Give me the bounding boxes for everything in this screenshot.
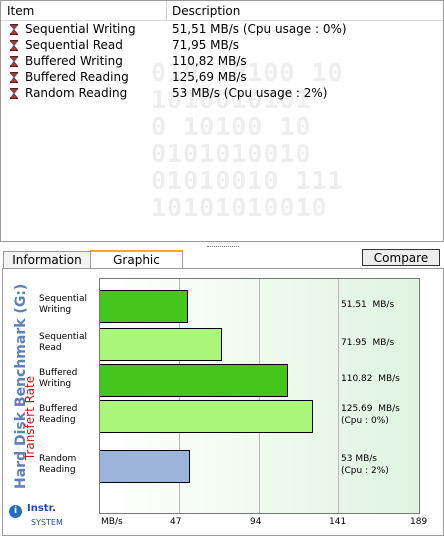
list-item[interactable]: Random Reading 53 MB/s (Cpu usage : 2%) [1, 85, 443, 101]
graphic-panel: Hard Disk Benchmark (G:) Transfert Rate … [2, 268, 444, 536]
item-name: Sequential Writing [25, 22, 136, 36]
splitter-grip[interactable] [207, 246, 239, 248]
x-tick-label: 47 [170, 517, 182, 527]
x-tick-label: 94 [250, 517, 262, 527]
gridline [419, 279, 420, 513]
category-label: Sequential Read [39, 332, 99, 354]
category-label: Sequential Writing [39, 294, 99, 316]
results-list: 010 10100 10 1010010101 0 10100 10 01010… [0, 0, 444, 242]
value-label: 71.95 MB/s [341, 337, 395, 348]
category-label-line: Sequential [39, 331, 87, 342]
category-label-line: Writing [39, 304, 72, 315]
category-label-line: Buffered [39, 367, 78, 378]
column-header-item[interactable]: Item [7, 4, 35, 18]
x-axis-unit-label: MB/s [101, 517, 123, 527]
tab-graphic[interactable]: Graphic [90, 250, 183, 271]
hourglass-icon [10, 24, 18, 35]
logo-instr-text: Instr. [27, 503, 56, 514]
category-label-line: Random [39, 453, 77, 464]
column-separator[interactable] [166, 1, 167, 20]
category-label-line: Buffered [39, 403, 78, 414]
chart-bar [100, 364, 288, 397]
x-tick-label: 189 [410, 517, 428, 527]
item-name: Sequential Read [25, 38, 123, 52]
chart-bar [100, 290, 188, 323]
category-label-line: Reading [39, 464, 76, 475]
instr-system-logo: i Instr. SYSTEM [9, 503, 63, 527]
item-description: 110,82 MB/s [172, 54, 247, 68]
hourglass-icon [10, 88, 18, 99]
chart-subtitle: Transfert Rate [23, 375, 37, 461]
item-description: 71,95 MB/s [172, 38, 240, 52]
background-watermark: 010 10100 10 1010010101 0 10100 10 01010… [151, 58, 344, 222]
category-label-line: Reading [39, 414, 76, 425]
value-label: 125.69 MB/s (Cpu : 0%) [341, 403, 400, 426]
hourglass-icon [10, 56, 18, 67]
value-label: 53 MB/s (Cpu : 2%) [341, 453, 389, 476]
logo-system-text: SYSTEM [31, 518, 63, 527]
chart-bar [100, 328, 222, 361]
item-description: 51,51 MB/s (Cpu usage : 0%) [172, 22, 347, 36]
category-label-line: Writing [39, 378, 72, 389]
hourglass-icon [10, 40, 18, 51]
chart-plot-area [99, 278, 420, 514]
chart-bar [100, 400, 313, 433]
category-label-line: Read [39, 342, 62, 353]
x-tick-label: 141 [329, 517, 347, 527]
info-icon: i [9, 505, 22, 518]
list-item[interactable]: Buffered Reading 125,69 MB/s [1, 69, 443, 85]
item-description: 53 MB/s (Cpu usage : 2%) [172, 86, 328, 100]
list-item[interactable]: Buffered Writing 110,82 MB/s [1, 53, 443, 69]
chart-bar [100, 450, 190, 483]
gridline [338, 279, 339, 513]
list-item[interactable]: Sequential Writing 51,51 MB/s (Cpu usage … [1, 21, 443, 37]
list-item[interactable]: Sequential Read 71,95 MB/s [1, 37, 443, 53]
list-header: Item Description [1, 1, 443, 21]
item-name: Random Reading [25, 86, 128, 100]
category-label-line: Sequential [39, 293, 87, 304]
compare-with-button[interactable]: Compare with.. [362, 249, 440, 281]
item-description: 125,69 MB/s [172, 70, 247, 84]
category-label: Buffered Reading [39, 404, 99, 426]
tab-information[interactable]: Information [3, 251, 91, 269]
column-header-description[interactable]: Description [172, 4, 241, 18]
item-name: Buffered Reading [25, 70, 129, 84]
value-label: 51.51 MB/s [341, 299, 395, 310]
item-name: Buffered Writing [25, 54, 123, 68]
value-label: 110.82 MB/s [341, 373, 400, 384]
category-label: Buffered Writing [39, 368, 99, 390]
hourglass-icon [10, 72, 18, 83]
category-label: Random Reading [39, 454, 99, 476]
